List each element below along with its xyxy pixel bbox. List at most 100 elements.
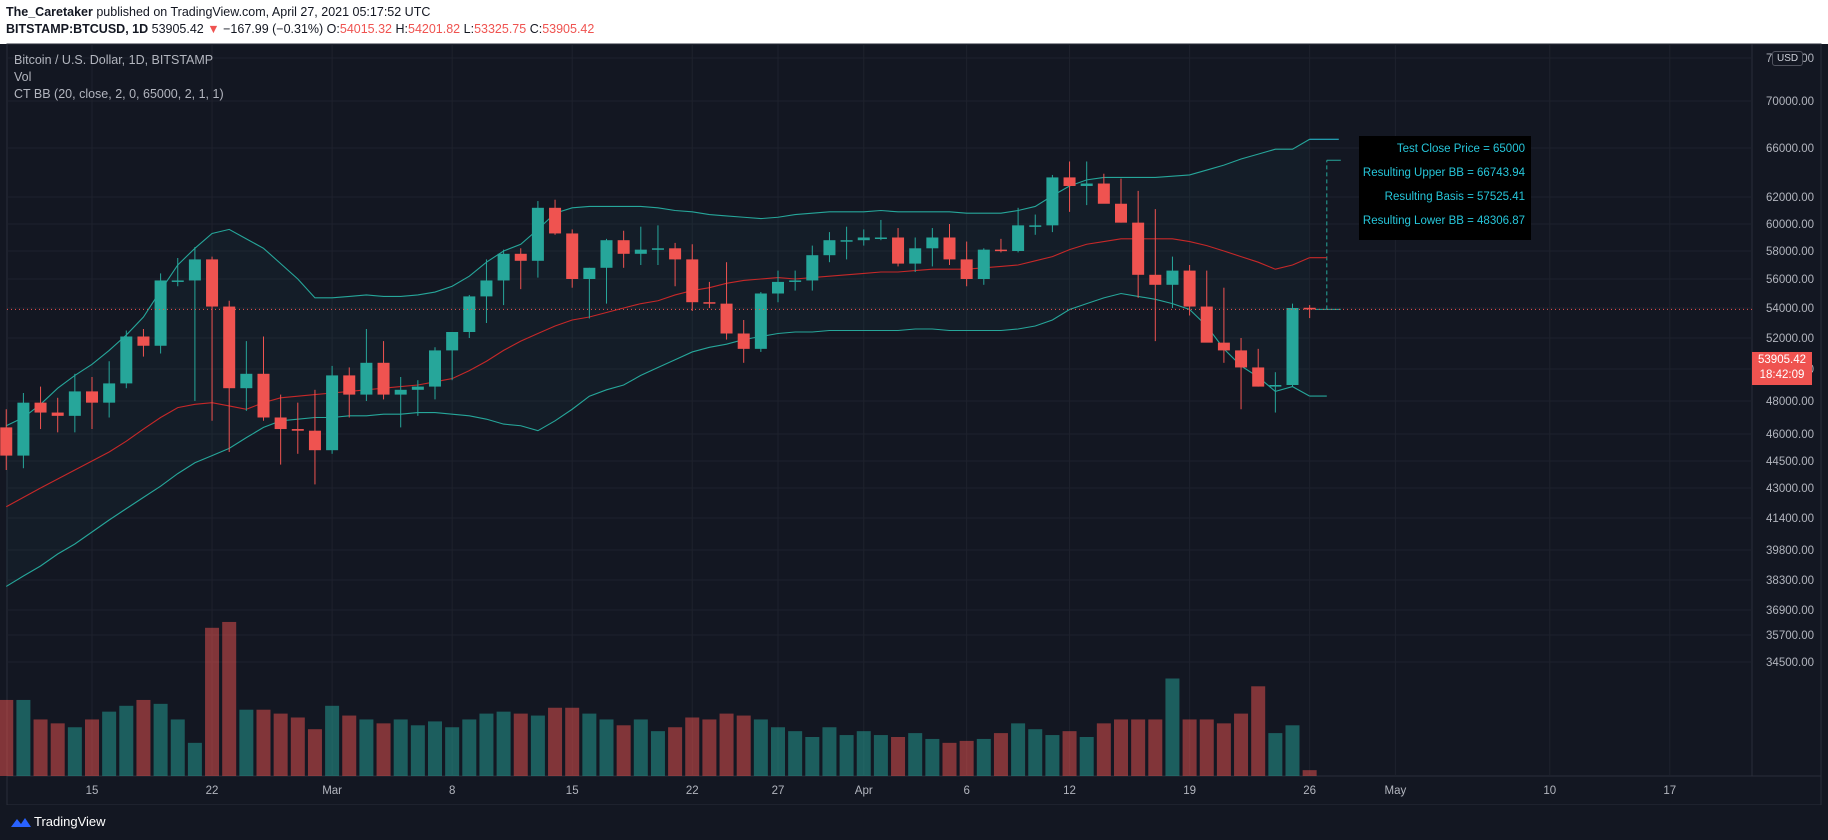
price-chart[interactable]: 74000.0070000.0066000.0062000.0060000.00… bbox=[0, 0, 1828, 805]
candle-body bbox=[1183, 270, 1196, 307]
x-tick-label: Mar bbox=[322, 785, 342, 797]
volume-bar bbox=[565, 707, 580, 776]
candle-body bbox=[171, 280, 184, 282]
candle-body bbox=[360, 362, 373, 395]
footer: TradingView bbox=[0, 805, 1828, 840]
candle-body bbox=[1080, 183, 1093, 186]
volume-bar bbox=[1182, 719, 1197, 776]
candle-body bbox=[308, 430, 321, 451]
x-tick-label: 27 bbox=[772, 785, 785, 797]
candle-body bbox=[994, 249, 1007, 252]
x-tick-label: Apr bbox=[855, 785, 873, 797]
y-tick-label: 60000.00 bbox=[1766, 219, 1814, 231]
volume-bar bbox=[67, 727, 82, 776]
volume-bar bbox=[1131, 719, 1146, 776]
volume-bar bbox=[153, 703, 168, 776]
currency-badge[interactable]: USD bbox=[1772, 51, 1804, 66]
volume-bar bbox=[702, 719, 717, 776]
y-tick-label: 44500.00 bbox=[1766, 456, 1814, 468]
volume-bar bbox=[668, 727, 683, 776]
volume-bar bbox=[1148, 719, 1163, 776]
volume-bar bbox=[993, 733, 1008, 776]
candle-body bbox=[977, 249, 990, 279]
tradingview-logo-icon[interactable] bbox=[10, 815, 32, 829]
y-tick-label: 35700.00 bbox=[1766, 630, 1814, 642]
candle-body bbox=[617, 240, 630, 254]
candle-body bbox=[943, 237, 956, 260]
publish-header: The_Caretaker published on TradingView.c… bbox=[0, 0, 1828, 44]
volume-bar bbox=[976, 738, 991, 776]
candle-body bbox=[463, 296, 476, 332]
candle-body bbox=[223, 306, 236, 389]
volume-bar bbox=[959, 740, 974, 776]
y-tick-label: 54000.00 bbox=[1766, 303, 1814, 315]
volume-bar bbox=[719, 713, 734, 776]
legend-indicator[interactable]: CT BB (20, close, 2, 0, 65000, 2, 1, 1) bbox=[14, 87, 224, 101]
brand-name[interactable]: TradingView bbox=[34, 814, 106, 829]
candle-body bbox=[394, 389, 407, 395]
candle-body bbox=[51, 412, 64, 416]
volume-bar bbox=[496, 711, 511, 776]
price-axis bbox=[1751, 43, 1822, 777]
candle-body bbox=[1149, 274, 1162, 285]
volume-bar bbox=[548, 707, 563, 776]
y-tick-label: 62000.00 bbox=[1766, 192, 1814, 204]
candle-body bbox=[17, 402, 30, 456]
open-label: O: bbox=[326, 22, 340, 36]
candle-body bbox=[1269, 385, 1282, 387]
candle-body bbox=[669, 248, 682, 260]
volume-bar bbox=[445, 727, 460, 776]
volume-bar bbox=[1216, 723, 1231, 776]
x-tick-label: 6 bbox=[963, 785, 969, 797]
volume-bar bbox=[1045, 735, 1060, 776]
candle-body bbox=[103, 383, 116, 403]
candle-body bbox=[909, 248, 922, 264]
candle-body bbox=[583, 267, 596, 279]
volume-bar bbox=[599, 719, 614, 776]
volume-bar bbox=[307, 729, 322, 776]
candle-body bbox=[754, 293, 767, 349]
volume-bar bbox=[0, 699, 14, 776]
candle-body bbox=[1097, 183, 1110, 204]
x-tick-label: 26 bbox=[1303, 785, 1316, 797]
legend-vol[interactable]: Vol bbox=[14, 70, 32, 84]
info-lower-bb: Resulting Lower BB = 48306.87 bbox=[1362, 215, 1525, 227]
volume-bar bbox=[1011, 723, 1026, 776]
bb-basis-line bbox=[5, 238, 1310, 508]
volume-bar bbox=[50, 723, 65, 776]
volume-bar bbox=[462, 719, 477, 776]
symbol-ohlc: BITSTAMP:BTCUSD, 1D 53905.42 ▼ −167.99 (… bbox=[6, 22, 594, 36]
info-close-price: Test Close Price = 65000 bbox=[1396, 143, 1525, 155]
candle-body bbox=[377, 362, 390, 395]
y-tick-label: 46000.00 bbox=[1766, 429, 1814, 441]
y-tick-label: 34500.00 bbox=[1766, 657, 1814, 669]
volume-bar bbox=[788, 731, 803, 776]
volume-bar bbox=[393, 719, 408, 776]
volume-bar bbox=[1165, 678, 1180, 776]
volume-bar bbox=[342, 715, 357, 776]
candle-body bbox=[34, 402, 47, 413]
y-tick-label: 58000.00 bbox=[1766, 246, 1814, 258]
candle-body bbox=[566, 233, 579, 279]
volume-bar bbox=[685, 717, 700, 776]
y-tick-label: 36900.00 bbox=[1766, 605, 1814, 617]
symbol-label: BITSTAMP:BTCUSD, 1D bbox=[6, 22, 149, 36]
price-change: −167.99 (−0.31%) bbox=[223, 22, 324, 36]
x-tick-label: 8 bbox=[449, 785, 455, 797]
author-name[interactable]: The_Caretaker bbox=[6, 5, 93, 19]
y-tick-label: 38300.00 bbox=[1766, 575, 1814, 587]
candle-body bbox=[1286, 308, 1299, 385]
legend-title[interactable]: Bitcoin / U.S. Dollar, 1D, BITSTAMP bbox=[14, 53, 214, 67]
x-tick-label: 22 bbox=[206, 785, 219, 797]
volume-bar bbox=[136, 699, 151, 776]
volume-bar bbox=[771, 727, 785, 776]
candle-body bbox=[531, 207, 544, 261]
candle-body bbox=[188, 259, 201, 281]
chart-legend: Bitcoin / U.S. Dollar, 1D, BITSTAMP Vol … bbox=[14, 52, 224, 103]
info-basis: Resulting Basis = 57525.41 bbox=[1384, 191, 1525, 203]
x-tick-label: 15 bbox=[566, 785, 579, 797]
candle-body bbox=[137, 336, 150, 346]
volume-bar bbox=[908, 733, 923, 776]
candle-body bbox=[1132, 222, 1145, 275]
volume-bar bbox=[187, 742, 202, 776]
